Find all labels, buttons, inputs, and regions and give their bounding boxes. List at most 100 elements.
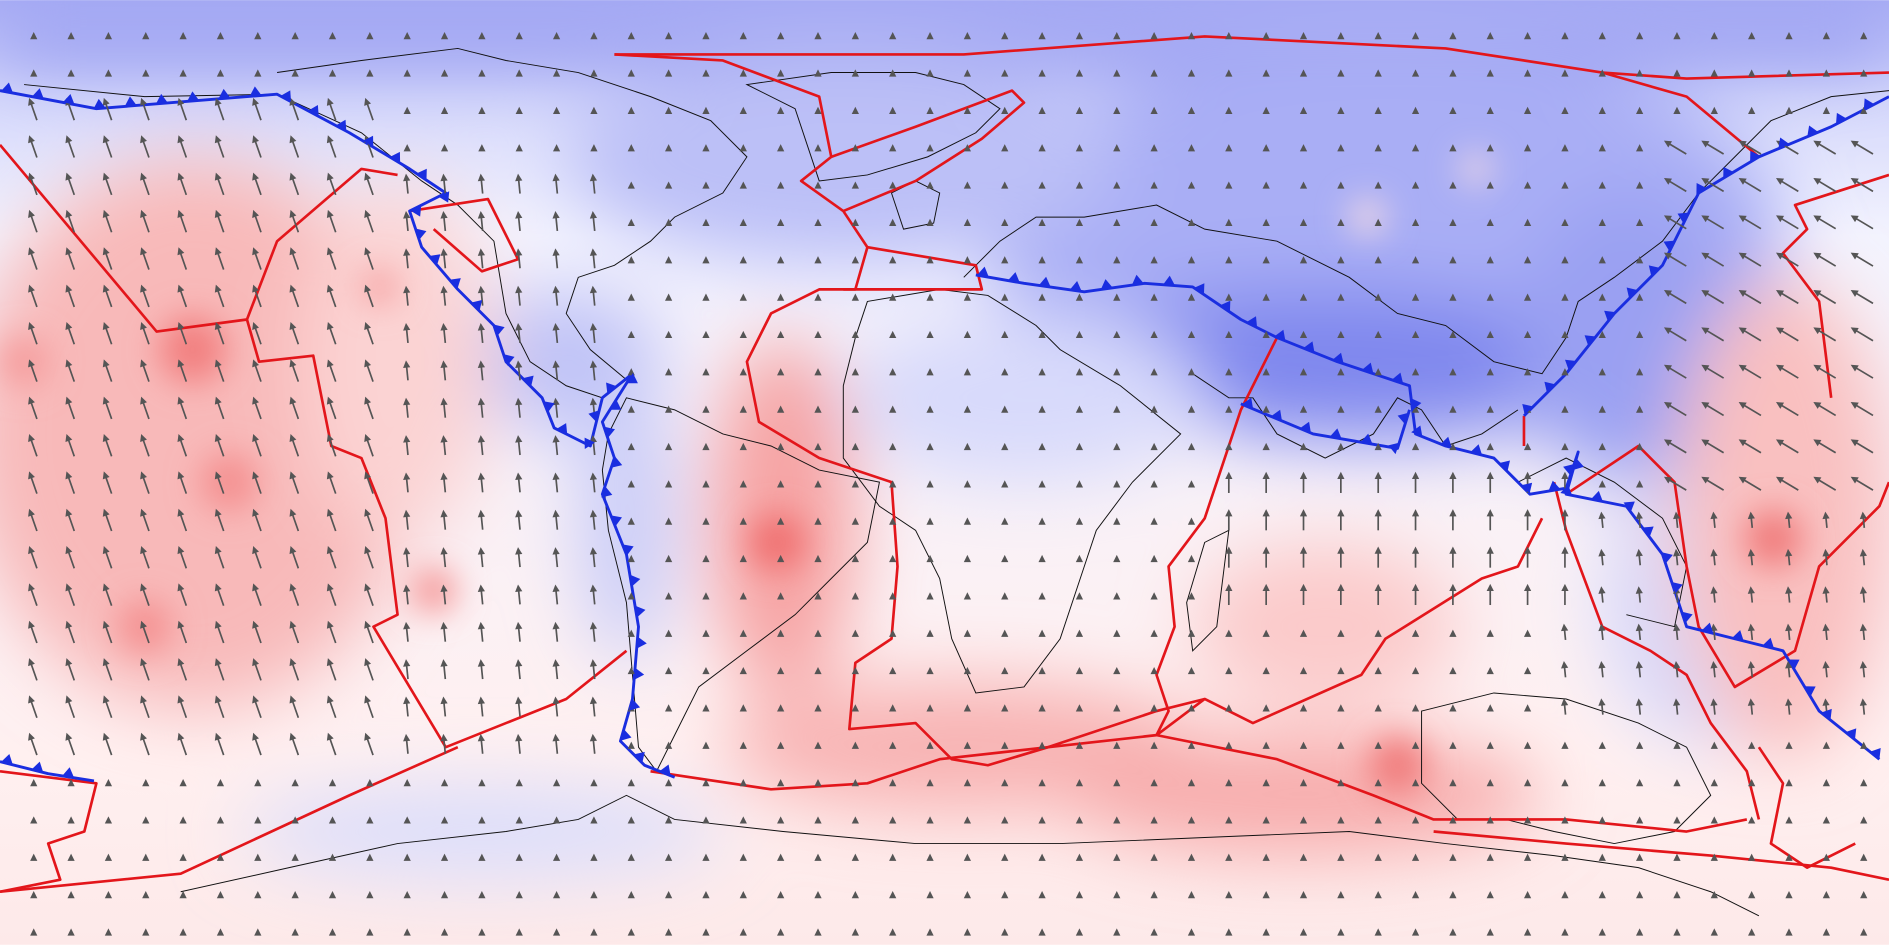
velocity-arrow (1337, 583, 1345, 606)
velocity-arrow (1598, 106, 1606, 114)
subduction-tooth (1642, 526, 1654, 538)
arrow-head (589, 659, 598, 667)
velocity-arrow (1710, 698, 1718, 715)
velocity-arrow (702, 853, 710, 861)
velocity-arrow (28, 546, 38, 569)
arrow-head (1785, 928, 1793, 936)
arrow-head (1673, 698, 1681, 706)
arrow-head (627, 106, 635, 114)
arrow-head (477, 659, 485, 667)
velocity-arrow (1187, 330, 1196, 339)
arrow-head (1701, 364, 1710, 372)
velocity-arrow (65, 209, 76, 233)
arrow-head (1561, 106, 1569, 114)
velocity-arrow (1738, 215, 1762, 230)
arrow-head (1449, 928, 1457, 936)
arrow-shaft (67, 400, 76, 420)
velocity-arrow (102, 209, 113, 233)
arrow-head (1635, 586, 1643, 594)
arrow-head (65, 209, 73, 218)
velocity-arrow (1374, 32, 1382, 40)
arrow-head (889, 704, 897, 712)
arrow-head (665, 330, 673, 339)
velocity-arrow (963, 144, 972, 152)
arrow-head (814, 256, 822, 264)
velocity-arrow (589, 360, 598, 381)
arrow-head (477, 621, 485, 630)
arrow-shaft (1853, 142, 1874, 155)
velocity-arrow (1411, 106, 1420, 114)
velocity-arrow (1001, 442, 1009, 451)
velocity-arrow (889, 256, 897, 264)
arrow-shaft (1816, 440, 1837, 454)
velocity-arrow (739, 69, 747, 77)
arrow-shaft (1779, 366, 1799, 379)
velocity-arrow (1598, 698, 1606, 715)
arrow-head (515, 696, 523, 705)
velocity-arrow (364, 434, 374, 457)
arrow-head (65, 247, 73, 256)
velocity-arrow (179, 32, 187, 40)
arrow-shaft (1779, 403, 1799, 417)
subduction-tooth (622, 544, 634, 556)
velocity-arrow (1748, 69, 1756, 77)
velocity-arrow (1636, 181, 1644, 189)
velocity-arrow (851, 106, 859, 114)
velocity-arrow (1813, 177, 1837, 193)
velocity-arrow (1113, 32, 1121, 40)
velocity-arrow (590, 853, 598, 861)
arrow-head (1001, 218, 1009, 227)
arrow-head (403, 144, 411, 152)
velocity-arrow (1636, 368, 1644, 376)
arrow-head (1860, 891, 1868, 899)
arrow-head (739, 778, 747, 787)
arrow-shaft (141, 288, 150, 308)
arrow-head (1523, 181, 1532, 189)
velocity-arrow (289, 583, 300, 606)
arrow-head (326, 508, 334, 517)
velocity-arrow (777, 32, 785, 40)
velocity-arrow (1850, 364, 1874, 379)
arrow-head (1113, 891, 1121, 899)
arrow-head (177, 135, 185, 144)
arrow-head (1598, 891, 1606, 899)
arrow-head (1813, 252, 1822, 260)
arrow-head (179, 928, 187, 936)
arrow-head (1710, 623, 1718, 632)
arrow-shaft (29, 101, 38, 121)
arrow-head (1748, 741, 1756, 749)
velocity-arrow (1598, 511, 1606, 528)
arrow-head (702, 32, 710, 40)
velocity-arrow (814, 218, 822, 227)
arrow-head (1150, 256, 1158, 264)
velocity-arrow (1411, 471, 1420, 493)
velocity-arrow (140, 359, 150, 382)
velocity-arrow (627, 330, 635, 339)
velocity-arrow (1486, 666, 1494, 675)
velocity-arrow (1374, 144, 1382, 152)
arrow-head (1001, 330, 1009, 339)
arrow-shaft (1741, 328, 1762, 342)
arrow-head (1411, 629, 1420, 637)
velocity-arrow (177, 172, 188, 196)
velocity-arrow (1262, 368, 1270, 376)
subduction-tooth (280, 90, 292, 102)
velocity-arrow (1187, 629, 1196, 637)
arrow-head (552, 106, 561, 114)
velocity-arrow (739, 106, 747, 114)
velocity-arrow (177, 583, 188, 606)
arrow-head (177, 396, 185, 405)
arrow-head (963, 629, 972, 637)
arrow-head (739, 554, 747, 563)
velocity-arrow (1822, 32, 1830, 40)
arrow-head (589, 211, 598, 219)
velocity-arrow (1673, 741, 1681, 749)
arrow-shaft (67, 512, 76, 532)
arrow-head (440, 659, 448, 667)
arrow-head (926, 144, 934, 152)
velocity-arrow (702, 891, 710, 899)
arrow-head (289, 658, 297, 667)
velocity-arrow (889, 853, 897, 861)
arrow-shaft (253, 251, 262, 270)
